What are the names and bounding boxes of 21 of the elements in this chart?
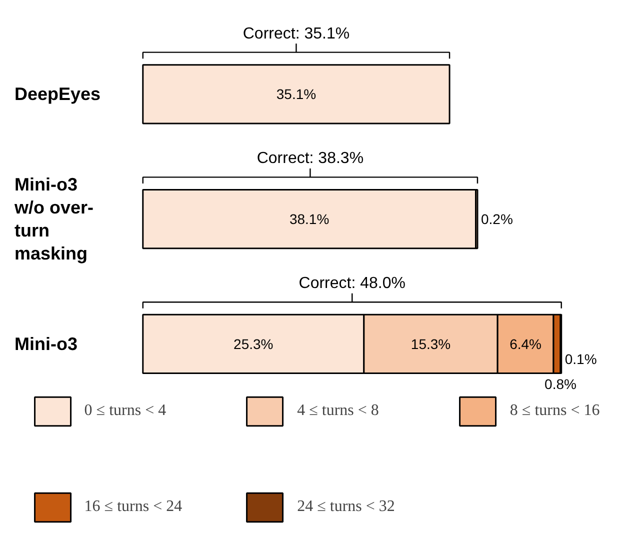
- data-label: 0.8%: [544, 376, 576, 392]
- y-tick-label: DeepEyes: [14, 84, 101, 104]
- y-tick-label: Mini-o3 w/o over-turn masking: [13, 174, 94, 264]
- legend-label: 24 ≤ turns < 32: [297, 498, 395, 516]
- legend-label: 8 ≤ turns < 16: [510, 402, 600, 420]
- data-label: 6.4%: [510, 336, 542, 352]
- y-tick-label: Mini-o3: [14, 334, 78, 354]
- legend-label: 0 ≤ turns < 4: [84, 402, 166, 420]
- legend-label: 4 ≤ turns < 8: [297, 402, 379, 420]
- data-label: 0.1%: [564, 350, 597, 367]
- data-label: 38.1%: [289, 211, 330, 228]
- data-label: 35.1%: [276, 86, 316, 102]
- annotation: Correct: 48.0%: [298, 275, 406, 292]
- bar: [142, 64, 450, 124]
- legend-label: 16 ≤ turns < 24: [84, 498, 182, 516]
- annotation: Correct: 35.1%: [242, 25, 350, 42]
- annotation: Correct: 38.3%: [256, 150, 364, 168]
- bar: [142, 188, 476, 250]
- data-label: 0.2%: [480, 211, 513, 228]
- data-label: 15.3%: [410, 336, 451, 352]
- data-label: 25.3%: [234, 336, 274, 352]
